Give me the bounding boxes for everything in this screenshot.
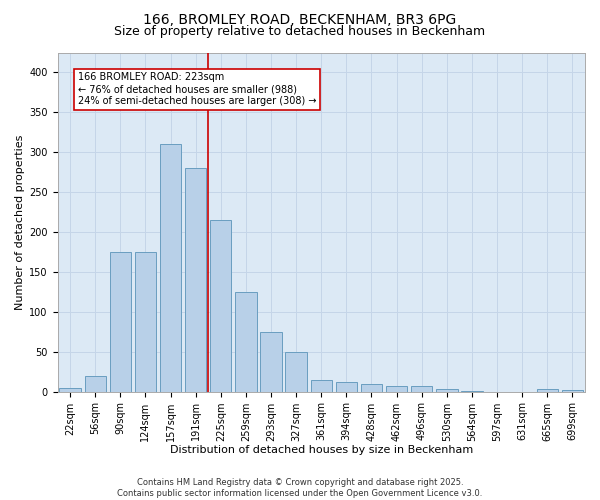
- Bar: [286, 352, 307, 392]
- Bar: [160, 144, 181, 392]
- Bar: [361, 384, 382, 392]
- Text: 166 BROMLEY ROAD: 223sqm
← 76% of detached houses are smaller (988)
24% of semi-: 166 BROMLEY ROAD: 223sqm ← 76% of detach…: [77, 72, 316, 106]
- Bar: [85, 376, 106, 392]
- Bar: [461, 391, 482, 392]
- Bar: [110, 252, 131, 392]
- Text: Contains HM Land Registry data © Crown copyright and database right 2025.
Contai: Contains HM Land Registry data © Crown c…: [118, 478, 482, 498]
- Bar: [436, 389, 458, 392]
- Bar: [135, 252, 156, 392]
- Bar: [536, 389, 558, 392]
- Bar: [235, 292, 257, 392]
- Bar: [185, 168, 206, 392]
- Bar: [336, 382, 357, 392]
- X-axis label: Distribution of detached houses by size in Beckenham: Distribution of detached houses by size …: [170, 445, 473, 455]
- Text: 166, BROMLEY ROAD, BECKENHAM, BR3 6PG: 166, BROMLEY ROAD, BECKENHAM, BR3 6PG: [143, 12, 457, 26]
- Text: Size of property relative to detached houses in Beckenham: Size of property relative to detached ho…: [115, 25, 485, 38]
- Bar: [59, 388, 81, 392]
- Bar: [260, 332, 281, 392]
- Bar: [210, 220, 232, 392]
- Bar: [311, 380, 332, 392]
- Bar: [411, 386, 433, 392]
- Y-axis label: Number of detached properties: Number of detached properties: [15, 134, 25, 310]
- Bar: [386, 386, 407, 392]
- Bar: [562, 390, 583, 392]
